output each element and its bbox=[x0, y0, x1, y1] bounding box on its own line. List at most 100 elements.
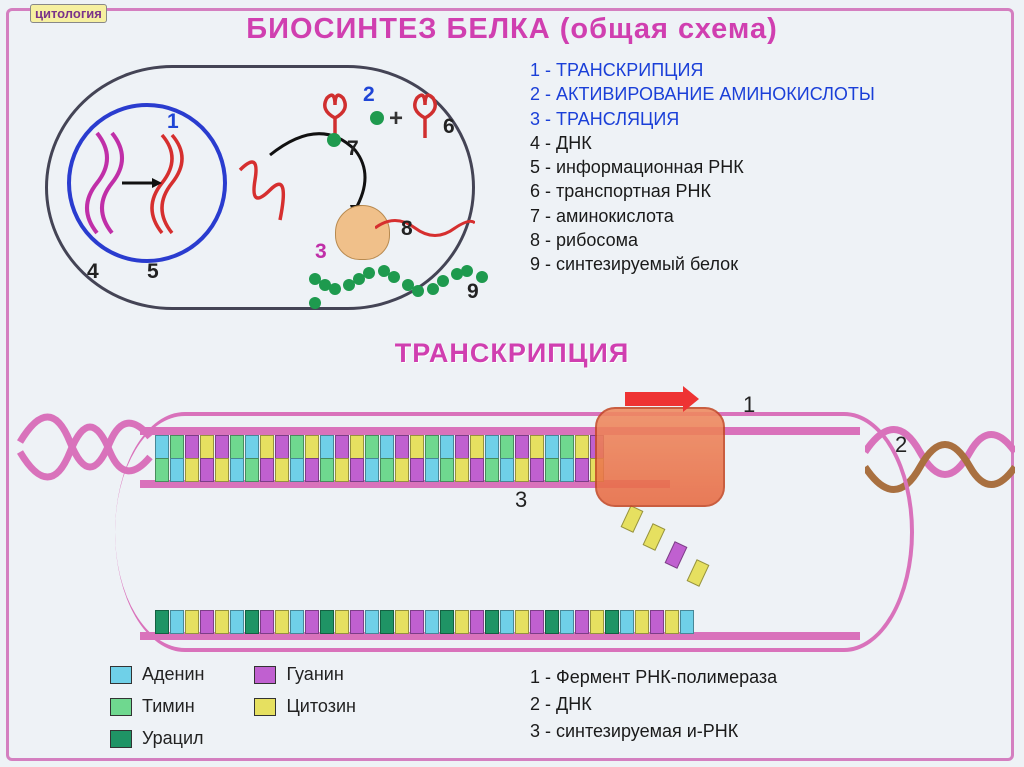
base-T bbox=[560, 435, 574, 459]
base-A bbox=[290, 458, 304, 482]
base-A bbox=[245, 435, 259, 459]
base-C bbox=[470, 435, 484, 459]
sw-cytosine bbox=[254, 698, 276, 716]
base-G bbox=[260, 458, 274, 482]
legend-top-item: 8 - рибосома bbox=[530, 228, 875, 252]
base-G bbox=[410, 458, 424, 482]
strand-top bbox=[140, 427, 860, 435]
legend-trans-2: 2 - ДНК bbox=[530, 691, 777, 718]
base-C bbox=[455, 610, 469, 634]
base-C bbox=[590, 610, 604, 634]
base-C bbox=[200, 435, 214, 459]
bases-middle bbox=[155, 458, 604, 482]
ov-label-9: 9 bbox=[467, 280, 479, 304]
ov-label-2: 2 bbox=[363, 83, 375, 107]
base-A bbox=[545, 435, 559, 459]
sw-guanine bbox=[254, 666, 276, 684]
base-G bbox=[530, 610, 544, 634]
base-T bbox=[485, 458, 499, 482]
base-T bbox=[440, 458, 454, 482]
legend-thymine: Тимин bbox=[110, 693, 204, 721]
base-U bbox=[155, 610, 169, 634]
legend-top-item: 3 - ТРАНСЛЯЦИЯ bbox=[530, 107, 875, 131]
legend-guanine: Гуанин bbox=[254, 661, 355, 689]
lbl-guanine: Гуанин bbox=[286, 661, 343, 689]
base-U bbox=[605, 610, 619, 634]
base-A bbox=[230, 458, 244, 482]
base-T bbox=[500, 435, 514, 459]
ov-label-6: 6 bbox=[443, 115, 455, 139]
base-A bbox=[680, 610, 694, 634]
sw-adenine bbox=[110, 666, 132, 684]
base-G bbox=[515, 435, 529, 459]
base-C bbox=[215, 610, 229, 634]
plus-sign: + bbox=[389, 105, 403, 133]
base-C bbox=[335, 458, 349, 482]
base-A bbox=[320, 435, 334, 459]
legend-top: 1 - ТРАНСКРИПЦИЯ2 - АКТИВИРОВАНИЕ АМИНОК… bbox=[530, 58, 875, 277]
ov-label-7: 7 bbox=[347, 137, 359, 161]
legend-trans-3: 3 - синтезируемая и-РНК bbox=[530, 718, 777, 745]
base-C bbox=[455, 458, 469, 482]
base-C bbox=[335, 610, 349, 634]
base-A bbox=[365, 610, 379, 634]
base-C bbox=[575, 435, 589, 459]
base-C bbox=[410, 435, 424, 459]
dna-in-nucleus bbox=[67, 103, 227, 263]
base-C bbox=[665, 610, 679, 634]
legend-cytosine: Цитозин bbox=[254, 693, 355, 721]
base-C bbox=[350, 435, 364, 459]
tr-label-3: 3 bbox=[515, 487, 527, 513]
base-A bbox=[155, 435, 169, 459]
base-C bbox=[515, 458, 529, 482]
legend-top-item: 2 - АКТИВИРОВАНИЕ АМИНОКИСЛОТЫ bbox=[530, 82, 875, 106]
lbl-uracil: Урацил bbox=[142, 725, 204, 753]
legend-bases: Аденин Гуанин Тимин Цитозин Урацил bbox=[110, 661, 356, 753]
base-G bbox=[470, 458, 484, 482]
legend-transcription: 1 - Фермент РНК-полимераза 2 - ДНК 3 - с… bbox=[530, 664, 777, 745]
base-G bbox=[470, 610, 484, 634]
ov-label-3: 3 bbox=[315, 240, 327, 264]
base-A bbox=[230, 610, 244, 634]
base-A bbox=[500, 458, 514, 482]
base-G bbox=[275, 435, 289, 459]
cell-overview: + 1 2 3 4 5 6 7 8 9 bbox=[35, 55, 485, 320]
base-G bbox=[185, 435, 199, 459]
base-A bbox=[560, 458, 574, 482]
base-G bbox=[305, 458, 319, 482]
base-A bbox=[290, 610, 304, 634]
base-G bbox=[650, 610, 664, 634]
base-C bbox=[530, 435, 544, 459]
base-T bbox=[380, 458, 394, 482]
direction-arrow bbox=[625, 392, 685, 406]
base-U bbox=[545, 610, 559, 634]
base-G bbox=[200, 458, 214, 482]
base-C bbox=[305, 435, 319, 459]
base-A bbox=[170, 610, 184, 634]
base-G bbox=[200, 610, 214, 634]
base-T bbox=[365, 435, 379, 459]
base-A bbox=[500, 610, 514, 634]
amino-on-trna bbox=[327, 133, 341, 147]
legend-top-item: 1 - ТРАНСКРИПЦИЯ bbox=[530, 58, 875, 82]
base-C bbox=[395, 458, 409, 482]
legend-adenine: Аденин bbox=[110, 661, 204, 689]
bases-bottom bbox=[155, 610, 694, 634]
base-T bbox=[290, 435, 304, 459]
base-G bbox=[395, 435, 409, 459]
base-G bbox=[215, 435, 229, 459]
base-T bbox=[230, 435, 244, 459]
base-G bbox=[575, 458, 589, 482]
base-A bbox=[365, 458, 379, 482]
lbl-cytosine: Цитозин bbox=[286, 693, 355, 721]
title-biosynthesis: БИОСИНТЕЗ БЕЛКА (общая схема) bbox=[0, 13, 1024, 46]
legend-top-item: 7 - аминокислота bbox=[530, 204, 875, 228]
mrna-through-ribosome bbox=[375, 213, 475, 243]
base-C bbox=[275, 610, 289, 634]
legend-top-item: 4 - ДНК bbox=[530, 131, 875, 155]
legend-top-item: 5 - информационная РНК bbox=[530, 155, 875, 179]
legend-uracil: Урацил bbox=[110, 725, 204, 753]
legend-trans-1: 1 - Фермент РНК-полимераза bbox=[530, 664, 777, 691]
base-G bbox=[575, 610, 589, 634]
rna-polymerase bbox=[595, 407, 725, 507]
